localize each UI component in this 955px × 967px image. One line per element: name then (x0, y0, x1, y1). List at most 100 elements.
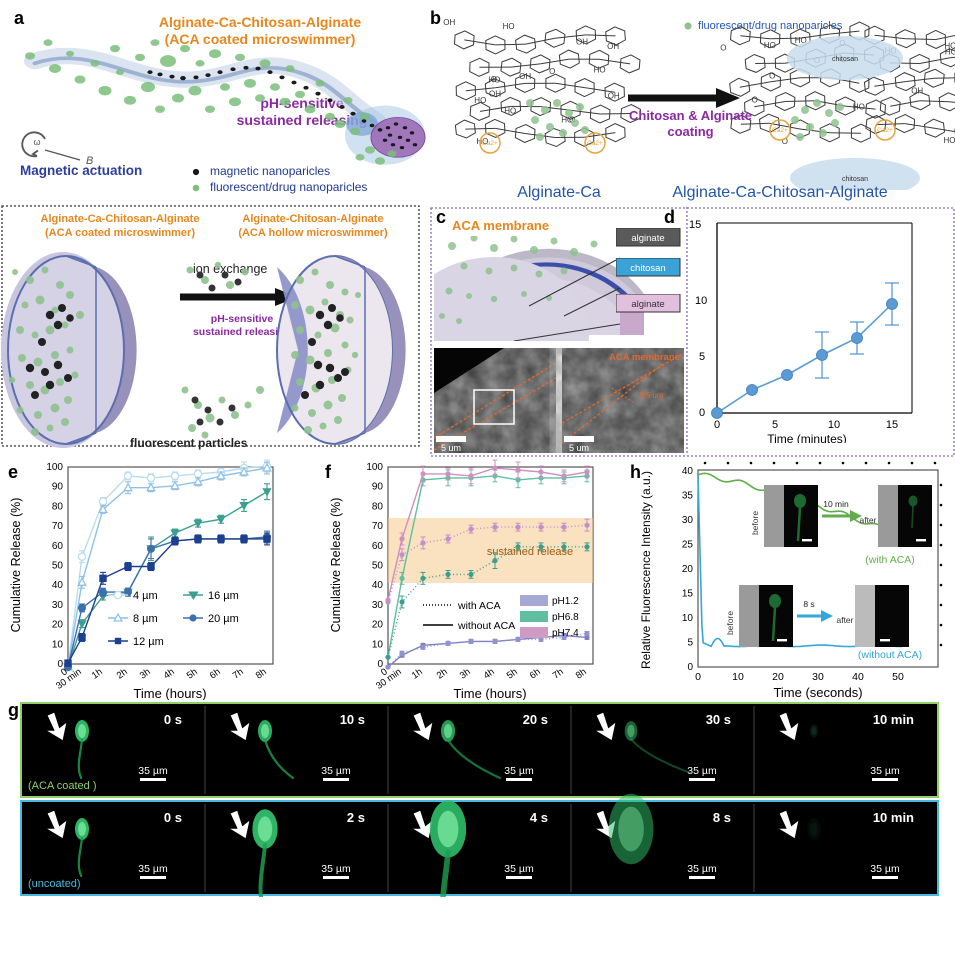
svg-text:before: before (750, 511, 760, 535)
svg-text:2h: 2h (115, 666, 130, 681)
svg-text:10 min: 10 min (873, 810, 914, 825)
svg-text:8h: 8h (254, 666, 269, 681)
svg-text:50: 50 (892, 671, 904, 683)
svg-text:10 min: 10 min (873, 712, 914, 727)
svg-text:alginate: alginate (631, 233, 664, 244)
svg-text:7h: 7h (551, 666, 566, 681)
svg-text:HO: HO (504, 106, 516, 115)
svg-text:70: 70 (372, 521, 384, 532)
svg-text:0 s: 0 s (164, 712, 182, 727)
svg-text:35 µm: 35 µm (870, 765, 900, 777)
svg-text:40: 40 (372, 580, 384, 591)
svg-text:Time (seconds): Time (seconds) (773, 685, 862, 700)
svg-text:6h: 6h (528, 666, 543, 681)
svg-text:100: 100 (46, 462, 63, 473)
svg-text:5: 5 (699, 351, 705, 363)
svg-text:sustained release: sustained release (487, 546, 573, 558)
svg-text:90: 90 (372, 482, 384, 493)
svg-text:2h: 2h (435, 666, 450, 681)
svg-text:35 µm: 35 µm (138, 863, 168, 875)
svg-text:OH: OH (608, 92, 620, 101)
svg-text:35 µm: 35 µm (504, 863, 534, 875)
svg-text:5 um: 5 um (441, 443, 461, 453)
svg-text:Ca2+: Ca2+ (482, 140, 498, 147)
svg-text:15: 15 (689, 219, 701, 231)
svg-text:ACA membrane: ACA membrane (609, 352, 680, 363)
svg-text:20 µm: 20 µm (208, 613, 239, 625)
svg-text:O: O (491, 75, 497, 84)
svg-text:HO: HO (764, 41, 776, 50)
svg-text:12 µm: 12 µm (133, 636, 164, 648)
svg-text:HO: HO (474, 96, 486, 105)
svg-text:8 s: 8 s (713, 810, 731, 825)
svg-text:10: 10 (52, 639, 64, 650)
svg-text:3.5 um: 3.5 um (639, 391, 664, 400)
svg-text:chitosan: chitosan (832, 56, 858, 63)
svg-text:Ca2+: Ca2+ (772, 127, 788, 134)
svg-text:(with ACA): (with ACA) (865, 554, 915, 566)
svg-text:10 min: 10 min (823, 499, 849, 509)
svg-text:OH: OH (519, 72, 531, 81)
svg-text:40: 40 (682, 466, 694, 477)
svg-text:HO: HO (944, 41, 955, 50)
svg-text:Time (minutes): Time (minutes) (767, 432, 847, 443)
svg-text:20: 20 (52, 620, 64, 631)
svg-text:10: 10 (372, 639, 384, 650)
svg-text:Time (hours): Time (hours) (453, 686, 526, 700)
svg-text:Relative Fluorescence Intensit: Relative Fluorescence Intensity (a.u.) (639, 471, 653, 669)
svg-text:35 µm: 35 µm (138, 765, 168, 777)
svg-text:15: 15 (682, 589, 694, 600)
svg-text:40: 40 (852, 671, 864, 683)
svg-text:after: after (859, 515, 876, 525)
svg-text:1h: 1h (90, 666, 105, 681)
svg-text:10: 10 (682, 613, 694, 624)
svg-text:10 s: 10 s (340, 712, 365, 727)
svg-text:60: 60 (372, 541, 384, 552)
svg-text:35 µm: 35 µm (687, 765, 717, 777)
svg-text:before: before (725, 611, 735, 635)
svg-text:Ca2+: Ca2+ (587, 140, 603, 147)
svg-text:O: O (549, 67, 555, 76)
svg-text:100: 100 (366, 462, 383, 473)
svg-text:30: 30 (812, 671, 824, 683)
svg-text:pH1.2: pH1.2 (552, 596, 579, 607)
svg-text:Cumulative Release (%): Cumulative Release (%) (9, 498, 23, 633)
svg-text:35 µm: 35 µm (870, 863, 900, 875)
svg-text:10: 10 (828, 419, 840, 431)
svg-text:1h: 1h (410, 666, 425, 681)
svg-text:2 s: 2 s (347, 810, 365, 825)
svg-text:35 µm: 35 µm (504, 765, 534, 777)
svg-text:Time (hours): Time (hours) (133, 686, 206, 700)
svg-text:35: 35 (682, 491, 694, 502)
svg-text:50: 50 (52, 561, 64, 572)
svg-text:6h: 6h (208, 666, 223, 681)
svg-text:with ACA: with ACA (457, 600, 501, 612)
svg-text:3h: 3h (458, 666, 473, 681)
svg-text:15: 15 (886, 419, 898, 431)
svg-text:HO: HO (503, 22, 515, 31)
svg-text:5h: 5h (505, 666, 520, 681)
svg-text:8 s: 8 s (803, 599, 814, 609)
svg-text:OH: OH (576, 37, 588, 46)
svg-text:20: 20 (682, 564, 694, 575)
svg-text:30: 30 (372, 600, 384, 611)
svg-text:5: 5 (772, 419, 778, 431)
svg-text:HO: HO (594, 66, 606, 75)
svg-text:5 um: 5 um (569, 443, 589, 453)
svg-text:3h: 3h (138, 666, 153, 681)
svg-text:70: 70 (52, 521, 64, 532)
svg-text:20 s: 20 s (523, 712, 548, 727)
svg-text:4h: 4h (482, 666, 497, 681)
svg-text:chitosan: chitosan (630, 263, 665, 274)
svg-text:4 µm: 4 µm (133, 590, 158, 602)
svg-text:80: 80 (52, 501, 64, 512)
svg-text:10: 10 (695, 295, 707, 307)
svg-text:60: 60 (52, 541, 64, 552)
svg-text:0: 0 (714, 419, 720, 431)
svg-text:35 µm: 35 µm (321, 863, 351, 875)
svg-text:16 µm: 16 µm (208, 590, 239, 602)
svg-text:Ca2+: Ca2+ (877, 127, 893, 134)
svg-text:20: 20 (372, 620, 384, 631)
svg-text:4h: 4h (162, 666, 177, 681)
svg-text:0: 0 (699, 407, 705, 419)
